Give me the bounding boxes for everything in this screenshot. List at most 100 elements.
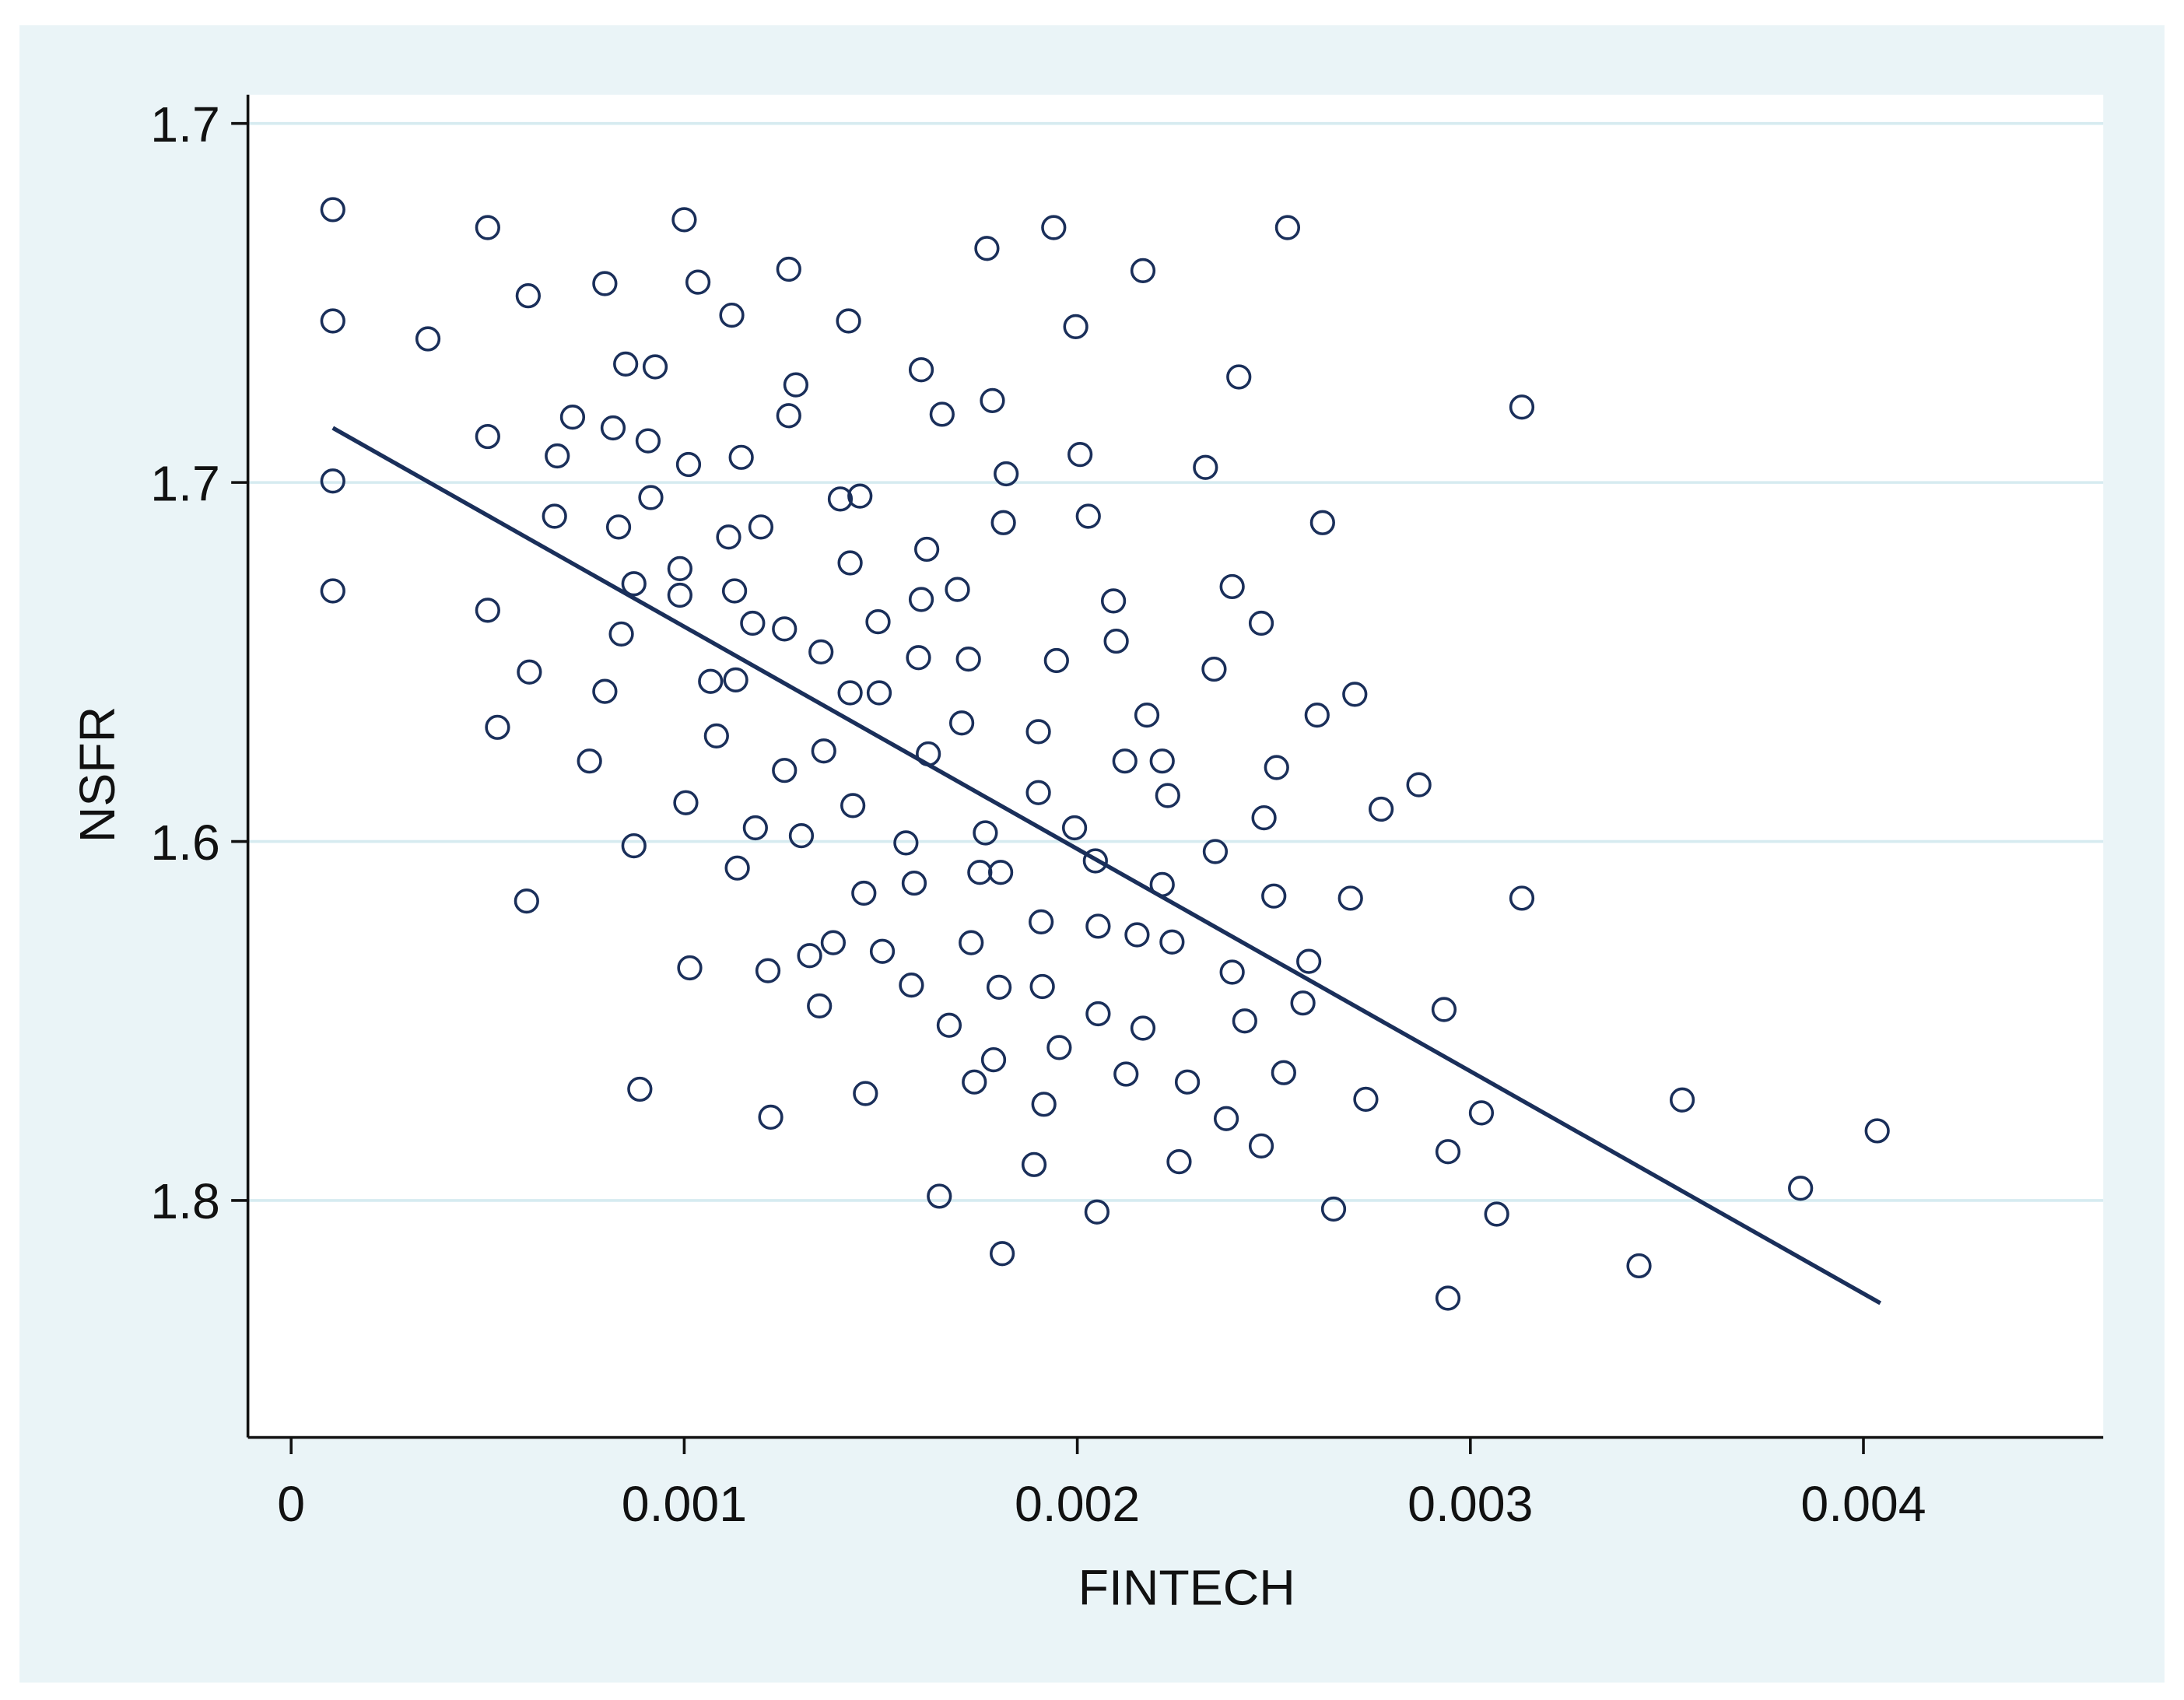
point — [1085, 1001, 1111, 1027]
point — [893, 830, 919, 856]
x-tick-label: 0 — [277, 1476, 305, 1532]
point — [772, 758, 798, 783]
point — [1085, 913, 1111, 939]
point — [840, 793, 866, 818]
point — [1342, 682, 1368, 707]
point — [994, 461, 1019, 487]
point — [685, 269, 711, 295]
point — [986, 974, 1012, 1000]
point — [783, 372, 809, 398]
point — [1134, 703, 1160, 728]
point — [514, 889, 539, 914]
point — [320, 197, 345, 223]
point — [667, 556, 692, 581]
point — [948, 710, 975, 736]
point — [837, 680, 863, 706]
point — [721, 578, 748, 604]
x-tick-label: 0.004 — [1800, 1476, 1926, 1532]
point — [1248, 610, 1274, 636]
point — [899, 972, 924, 998]
point — [320, 308, 345, 334]
point — [719, 302, 745, 328]
point — [990, 1241, 1015, 1267]
point — [1788, 1176, 1814, 1201]
point — [742, 815, 768, 841]
point — [1435, 1285, 1461, 1311]
point — [1103, 628, 1129, 654]
point — [542, 503, 567, 529]
point — [797, 943, 822, 969]
point — [740, 610, 766, 636]
point — [1669, 1087, 1695, 1113]
point — [1264, 755, 1289, 780]
point — [1435, 1139, 1461, 1165]
x-tick-label: 0.001 — [622, 1476, 747, 1532]
point — [1166, 1149, 1192, 1175]
point — [675, 451, 702, 478]
point — [698, 668, 724, 694]
point — [415, 326, 441, 352]
point — [837, 550, 863, 576]
point — [980, 1046, 1007, 1073]
point — [1075, 503, 1101, 529]
point — [1155, 783, 1180, 808]
point — [851, 880, 877, 906]
y-tick-label: 1.8 — [150, 1173, 220, 1229]
point — [748, 514, 774, 540]
point — [716, 524, 741, 550]
point — [1201, 656, 1227, 682]
point — [605, 514, 632, 540]
point — [1112, 748, 1138, 774]
point — [865, 609, 891, 635]
point — [592, 271, 618, 296]
point — [475, 423, 500, 450]
point — [1100, 588, 1127, 614]
y-tick-label: 1.7 — [150, 455, 220, 511]
point — [671, 207, 697, 233]
point — [677, 955, 703, 981]
point — [1113, 1061, 1139, 1087]
point — [517, 659, 542, 685]
point — [545, 443, 570, 469]
point — [1029, 909, 1054, 935]
point — [1296, 948, 1322, 974]
point — [990, 510, 1016, 535]
point — [1025, 780, 1051, 805]
point — [755, 958, 781, 983]
point — [1219, 959, 1245, 985]
y-tick-label: 1.6 — [150, 815, 220, 871]
point — [613, 351, 639, 377]
point — [808, 639, 834, 665]
point — [1041, 215, 1067, 240]
point — [1484, 1201, 1509, 1227]
point — [847, 483, 873, 509]
point — [758, 1104, 784, 1130]
point — [703, 723, 729, 748]
point — [853, 1081, 878, 1106]
point — [908, 357, 934, 383]
x-tick-label: 0.003 — [1408, 1476, 1533, 1532]
point — [906, 645, 931, 671]
point — [1021, 1151, 1047, 1177]
point — [559, 405, 586, 430]
point — [1159, 929, 1185, 955]
point — [1063, 314, 1088, 339]
x-axis-title: FINTECH — [1078, 1559, 1295, 1615]
point — [1261, 883, 1287, 909]
point — [1084, 1199, 1110, 1225]
point — [936, 1012, 962, 1038]
point — [1082, 848, 1108, 874]
point — [1174, 1069, 1201, 1095]
point — [1219, 573, 1245, 600]
point — [973, 820, 998, 846]
point — [1029, 973, 1055, 1000]
point — [959, 930, 984, 955]
point — [1061, 815, 1088, 841]
point — [1353, 1086, 1379, 1112]
point — [788, 823, 815, 849]
point — [638, 485, 664, 510]
point — [475, 215, 500, 240]
point — [1149, 748, 1175, 774]
point — [776, 256, 801, 282]
point — [485, 714, 510, 740]
